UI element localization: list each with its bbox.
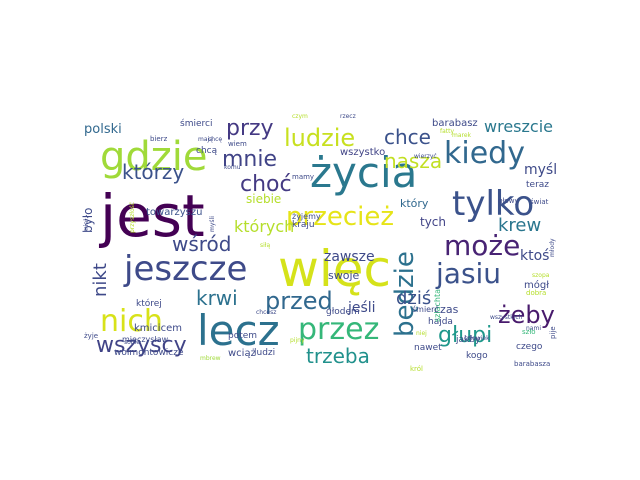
word: mbrew — [200, 355, 221, 362]
word: polski — [84, 122, 122, 137]
word: jasiu — [436, 257, 502, 290]
word: głupi — [438, 323, 493, 348]
word: pijny — [290, 337, 305, 344]
word: młody — [549, 238, 556, 257]
word: sobie — [124, 339, 140, 346]
word: żyjemy — [292, 212, 321, 221]
word: fatty — [440, 128, 455, 135]
word: myśli — [209, 216, 216, 232]
word: nich — [100, 304, 163, 339]
word: myśl — [524, 162, 558, 178]
word: który — [400, 197, 429, 210]
word: mamy — [292, 173, 315, 181]
word: żeby — [498, 301, 555, 329]
word: wszystkich — [490, 314, 523, 321]
word: wołmontowicze — [114, 348, 184, 358]
word: bierz — [150, 135, 168, 143]
word: jeszcze — [124, 249, 248, 289]
word: może — [444, 229, 521, 262]
word: człowiek — [464, 335, 490, 342]
word: marek — [452, 132, 472, 139]
word: czas — [434, 303, 459, 316]
word: potem — [228, 331, 258, 341]
word: wierzyć — [414, 153, 437, 160]
word: siebie — [246, 192, 282, 206]
word: tych — [420, 215, 447, 229]
word: której — [136, 299, 162, 309]
word: jakby — [456, 335, 481, 345]
word: trzeba — [306, 344, 370, 368]
word: wśród — [172, 232, 232, 256]
word: mnie — [222, 147, 278, 172]
word: śmierci — [180, 119, 213, 129]
word: kogo — [466, 351, 488, 361]
word: mają — [198, 136, 213, 143]
word: chcesz — [256, 309, 277, 316]
word: więc — [278, 240, 392, 298]
word: szło — [522, 328, 536, 336]
word: dobra — [526, 289, 547, 297]
word: chcą — [196, 146, 218, 156]
word: gdzie — [100, 134, 208, 180]
word: głodem — [326, 307, 360, 317]
word: jest — [100, 182, 205, 250]
word: którzy — [122, 160, 185, 184]
word: wszyscy — [96, 333, 187, 358]
word: choć — [240, 172, 292, 197]
word: komu — [224, 164, 241, 171]
word: ludzi — [254, 348, 276, 358]
word: nami — [526, 325, 541, 332]
word: świat — [530, 198, 549, 206]
word: król — [410, 365, 424, 373]
word: chcę — [208, 136, 223, 143]
word: głowy — [498, 197, 519, 205]
word: życia — [310, 148, 418, 197]
word: nikt — [90, 263, 111, 297]
word: niej — [416, 330, 427, 337]
word: wreszcie — [484, 117, 553, 136]
word: ludzie — [284, 124, 356, 152]
word: dziś — [396, 288, 432, 309]
word: nasza — [384, 149, 443, 173]
word: kraju — [292, 220, 315, 230]
word: przed — [265, 287, 333, 315]
word: jeśli — [348, 300, 376, 316]
word: których — [234, 217, 295, 236]
word: barabasza — [514, 360, 551, 368]
word: krew — [498, 215, 542, 236]
word: krwi — [196, 286, 238, 310]
word: barabasz — [432, 118, 478, 129]
word: rzecz — [340, 113, 356, 120]
word: wciąż — [228, 348, 256, 359]
word: towarzyszu — [146, 207, 203, 218]
word: zawsze — [324, 249, 375, 265]
word: mógł — [524, 280, 550, 291]
word: kmicicem — [134, 323, 182, 334]
word: czego — [516, 342, 543, 352]
word: śmierć — [412, 305, 439, 314]
word: żyje — [84, 332, 99, 340]
word: pije — [549, 326, 557, 339]
word: przyszłość — [129, 201, 136, 233]
word: teraz — [526, 180, 550, 190]
word: wszystko — [340, 147, 386, 158]
word: szopa — [532, 272, 550, 279]
word: mieczysław — [122, 335, 169, 344]
word: siłą — [260, 242, 271, 249]
word: nawet — [414, 343, 442, 353]
word: przez — [298, 312, 380, 347]
word: kiedy — [444, 136, 525, 171]
word: wiem — [228, 140, 247, 148]
word: ktoś — [520, 248, 550, 264]
word-cloud: jest więc życia lecz gdzie tylko jeszcze… — [80, 107, 560, 373]
word: przecież — [286, 202, 394, 232]
word: hajda — [428, 317, 453, 327]
word: przy — [226, 116, 274, 141]
word: chce — [384, 125, 431, 149]
word: lecz — [197, 306, 280, 355]
word: swoje — [328, 269, 360, 282]
word: miał — [83, 219, 90, 232]
word: czym — [292, 113, 308, 120]
word: tylko — [452, 184, 535, 224]
